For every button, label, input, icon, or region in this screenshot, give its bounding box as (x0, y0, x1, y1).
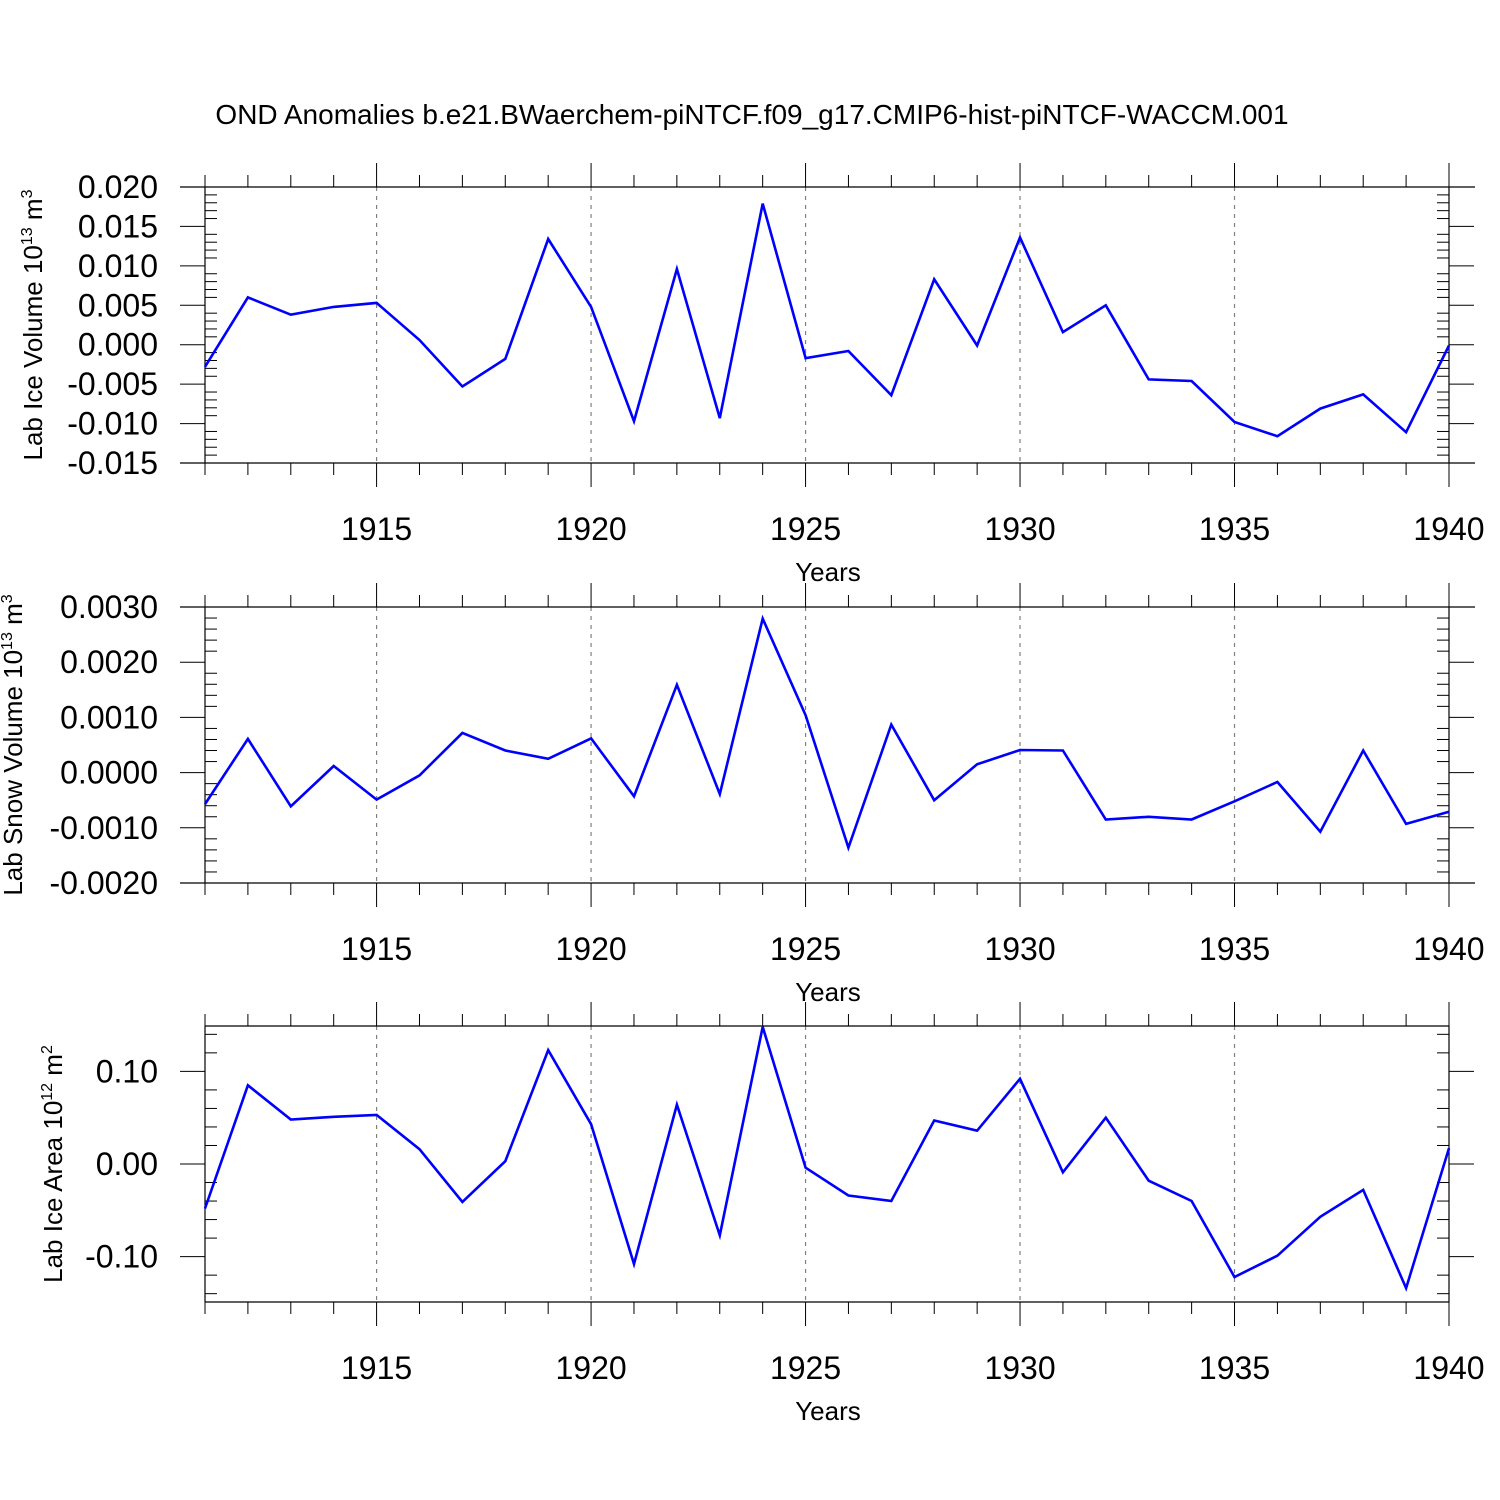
x-tick-label: 1935 (1199, 511, 1270, 547)
y-tick-label: 0.0010 (60, 699, 158, 735)
x-tick-label: 1940 (1413, 931, 1484, 967)
x-tick-label: 1925 (770, 931, 841, 967)
x-tick-label: 1935 (1199, 931, 1270, 967)
y-tick-label: 0.0020 (60, 644, 158, 680)
y-tick-label: 0.0030 (60, 589, 158, 625)
y-axis-label-unit-exp: 2 (39, 1045, 56, 1054)
x-tick-label: 1915 (341, 931, 412, 967)
x-tick-label: 1920 (555, 931, 626, 967)
y-axis-label-unit: m (18, 198, 48, 227)
y-axis-label-text: Lab Ice Area 10 (38, 1101, 68, 1283)
x-axis-label: Years (795, 557, 861, 587)
x-tick-label: 1920 (555, 511, 626, 547)
y-axis-label-exp: 13 (19, 227, 36, 245)
series-line (203, 203, 1451, 438)
y-tick-label: 0.0000 (60, 755, 158, 791)
y-axis-label-unit-exp: 3 (19, 189, 36, 198)
y-tick-label: 0.10 (96, 1053, 158, 1089)
x-tick-label: 1930 (984, 1350, 1055, 1386)
x-axis-label: Years (795, 977, 861, 1007)
y-tick-label: -0.10 (85, 1239, 158, 1275)
x-tick-label: 1925 (770, 1350, 841, 1386)
y-axis-label-unit-exp: 3 (0, 594, 16, 603)
series-line (203, 614, 1450, 852)
x-axis-label: Years (795, 1396, 861, 1426)
x-tick-label: 1925 (770, 511, 841, 547)
y-tick-label: -0.0020 (49, 865, 158, 901)
y-tick-label: 0.020 (78, 169, 158, 205)
y-tick-label: 0.00 (96, 1146, 158, 1182)
y-tick-label: 0.005 (78, 287, 158, 323)
x-tick-label: 1930 (984, 931, 1055, 967)
y-tick-label: 0.000 (78, 327, 158, 363)
x-tick-label: 1940 (1413, 511, 1484, 547)
y-tick-label: 0.015 (78, 208, 158, 244)
x-tick-label: 1930 (984, 511, 1055, 547)
panels: 1915 1920 1925 1930 1935 1940 Years -0.015-0.01… (0, 163, 1485, 1426)
x-tick-label: 1940 (1413, 1350, 1484, 1386)
y-tick-label: -0.0010 (49, 810, 158, 846)
y-axis-label: Lab Snow Volume 1013 m3 (0, 594, 28, 895)
panel-3: 1915 1920 1925 1930 1935 1940 Years -0.10 0.00 0.… (38, 1002, 1485, 1426)
y-axis-label-text: Lab Ice Volume 10 (18, 245, 48, 460)
x-tick-label: 1920 (555, 1350, 626, 1386)
panel-2: 1915 1920 1925 1930 1935 1940 Years -0.0020 -0.0… (0, 583, 1485, 1007)
y-axis-label-unit: m (0, 603, 28, 632)
panel-1: 1915 1920 1925 1930 1935 1940 Years -0.015-0.01… (18, 163, 1485, 587)
y-axis-label-text: Lab Snow Volume 10 (0, 650, 28, 896)
y-tick-label: 0.010 (78, 248, 158, 284)
y-tick-label: -0.010 (67, 406, 158, 442)
figure-title: OND Anomalies b.e21.BWaerchem-piNTCF.f09… (215, 99, 1288, 130)
y-axis-label-exp: 12 (39, 1083, 56, 1101)
y-axis-label: Lab Ice Area 1012 m2 (38, 1045, 68, 1283)
series-line (203, 1026, 1451, 1292)
x-tick-label: 1915 (341, 511, 412, 547)
y-axis-label: Lab Ice Volume 1013 m3 (18, 189, 48, 460)
y-axis-label-unit: m (38, 1054, 68, 1083)
y-tick-label: -0.005 (67, 366, 158, 402)
y-axis-label-exp: 13 (0, 632, 16, 650)
y-tick-label: -0.015 (67, 445, 158, 481)
x-tick-label: 1915 (341, 1350, 412, 1386)
x-tick-label: 1935 (1199, 1350, 1270, 1386)
